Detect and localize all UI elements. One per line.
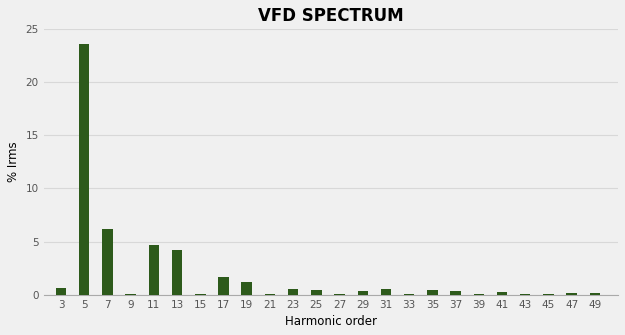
Bar	[195, 294, 206, 295]
Bar	[543, 294, 554, 295]
Bar	[497, 292, 508, 295]
Bar	[218, 277, 229, 295]
Bar	[126, 293, 136, 295]
Bar	[474, 294, 484, 295]
Bar	[381, 289, 391, 295]
Bar	[172, 250, 182, 295]
Bar	[589, 292, 600, 295]
Bar	[288, 289, 298, 295]
Bar	[451, 291, 461, 295]
X-axis label: Harmonic order: Harmonic order	[285, 315, 377, 328]
Bar	[334, 294, 345, 295]
Bar	[566, 293, 577, 295]
Bar	[264, 294, 275, 295]
Bar	[357, 291, 368, 295]
Bar	[241, 282, 252, 295]
Bar	[56, 288, 66, 295]
Bar	[102, 229, 112, 295]
Bar	[404, 294, 414, 295]
Bar	[79, 44, 89, 295]
Y-axis label: % Irms: % Irms	[7, 142, 20, 182]
Bar	[149, 245, 159, 295]
Bar	[427, 290, 438, 295]
Bar	[520, 293, 531, 295]
Title: VFD SPECTRUM: VFD SPECTRUM	[258, 7, 404, 25]
Bar	[311, 290, 321, 295]
